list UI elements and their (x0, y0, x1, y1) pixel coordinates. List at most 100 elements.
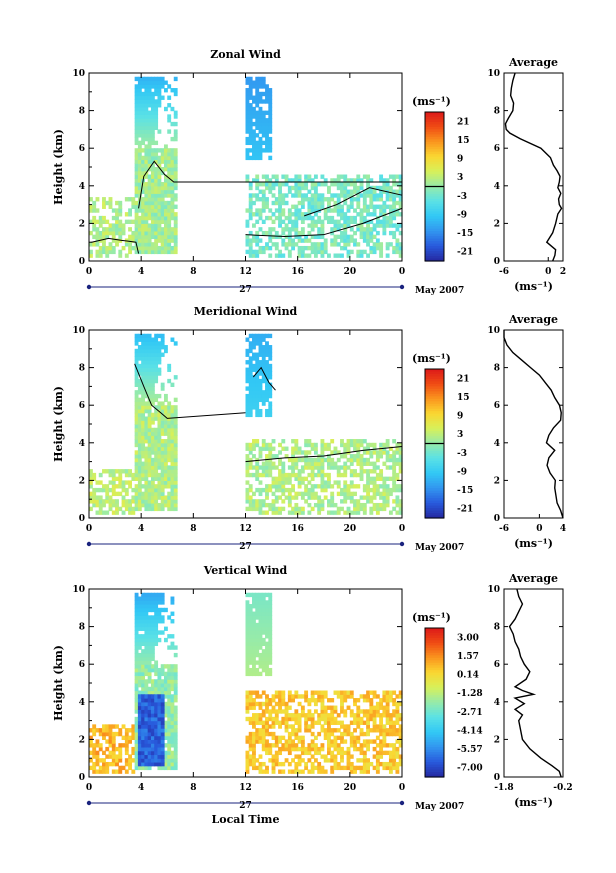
heatmap-cell (274, 465, 279, 470)
heatmap-cell (157, 735, 162, 740)
heatmap-cell (154, 356, 159, 361)
heatmap-cell (245, 367, 250, 372)
heatmap-cell (150, 446, 155, 451)
colorbar-segment (425, 630, 444, 634)
heatmap-cell (369, 219, 374, 224)
heatmap-cell (307, 223, 312, 228)
heatmap-cell (163, 480, 168, 485)
heatmap-cell (95, 242, 100, 247)
heatmap-cell (297, 208, 302, 213)
heatmap-cell (147, 185, 152, 191)
heatmap-cell (265, 765, 269, 771)
heatmap-cell (167, 724, 172, 729)
colorbar-segment (425, 179, 444, 183)
heatmap-cell (157, 758, 162, 763)
heatmap-cell (141, 739, 146, 744)
heatmap-cell (252, 641, 256, 646)
heatmap-cell (258, 600, 263, 605)
heatmap-cell (359, 746, 364, 752)
heatmap-cell (111, 469, 116, 474)
heatmap-cell (248, 731, 253, 737)
heatmap-cell (382, 178, 387, 183)
heatmap-cell (294, 743, 299, 748)
heatmap-cell (278, 746, 282, 752)
heatmap-cell (278, 219, 282, 224)
heatmap-cell (372, 204, 377, 209)
heatmap-cell (304, 454, 309, 459)
heatmap-cell (163, 219, 168, 224)
heatmap-cell (141, 484, 146, 489)
heatmap-cell (268, 245, 273, 251)
heatmap-cell (170, 200, 175, 206)
heatmap-cell (379, 506, 384, 512)
heatmap-cell (124, 758, 129, 763)
x-tick-label: 8 (190, 524, 196, 534)
heatmap-cell (398, 212, 403, 217)
heatmap-cell (147, 645, 152, 650)
heatmap-cell (300, 457, 305, 463)
heatmap-cell (173, 671, 178, 677)
heatmap-cell (375, 705, 380, 710)
heatmap-cell (265, 363, 269, 369)
heatmap-cell (261, 622, 266, 628)
heatmap-cell (281, 242, 286, 247)
heatmap-cell (307, 716, 312, 722)
heatmap-cell (134, 151, 139, 157)
heatmap-cell (160, 95, 165, 100)
heatmap-cell (170, 705, 175, 710)
heatmap-cell (258, 450, 263, 455)
heatmap-cell (150, 761, 155, 767)
heatmap-cell (255, 378, 260, 384)
colorbar-segment (425, 752, 444, 756)
average-y-tick-label: 4 (494, 182, 500, 192)
heatmap-cell (248, 656, 253, 662)
y-tick-label: 0 (79, 257, 85, 267)
heatmap-cell (353, 472, 357, 478)
heatmap-cell (346, 215, 351, 221)
heatmap-cell (258, 619, 263, 624)
heatmap-cell (304, 750, 309, 756)
heatmap-cell (323, 249, 328, 255)
heatmap-cell (115, 484, 119, 489)
heatmap-cell (346, 754, 351, 759)
heatmap-cell (89, 472, 93, 478)
heatmap-cell (268, 619, 273, 624)
y-axis-label: Height (km) (52, 645, 65, 721)
heatmap-cell (388, 754, 393, 759)
heatmap-cell (265, 649, 269, 654)
heatmap-cell (379, 197, 384, 202)
heatmap-cell (320, 193, 325, 198)
zero-contour (91, 237, 140, 254)
heatmap-cell (124, 480, 129, 485)
heatmap-cell (265, 667, 269, 673)
heatmap-cell (379, 698, 384, 703)
heatmap-cell (271, 200, 276, 206)
heatmap-cell (245, 499, 250, 504)
heatmap-cell (141, 698, 146, 703)
heatmap-cell (287, 746, 292, 752)
heatmap-cell (395, 476, 400, 481)
heatmap-cell (134, 705, 139, 710)
heatmap-cell (255, 694, 260, 699)
heatmap-cell (379, 189, 384, 194)
heatmap-cell (160, 667, 165, 673)
heatmap-cell (98, 758, 103, 763)
heatmap-cell (150, 197, 155, 202)
heatmap-cell (173, 234, 178, 240)
heatmap-cell (385, 720, 390, 725)
heatmap-cell (265, 664, 269, 669)
heatmap-cell (141, 80, 146, 85)
heatmap-cell (343, 694, 348, 699)
heatmap-cell (258, 212, 263, 217)
heatmap-cell (124, 499, 129, 504)
heatmap-cell (157, 345, 162, 350)
date-bar-end (86, 284, 92, 290)
heatmap-cell (369, 454, 374, 459)
heatmap-cell (98, 253, 103, 258)
heatmap-cell (137, 480, 142, 485)
heatmap-cell (340, 750, 344, 756)
heatmap-cell (304, 491, 309, 497)
heatmap-cell (173, 679, 178, 684)
heatmap-cell (255, 615, 260, 620)
heatmap-cell (255, 140, 260, 146)
